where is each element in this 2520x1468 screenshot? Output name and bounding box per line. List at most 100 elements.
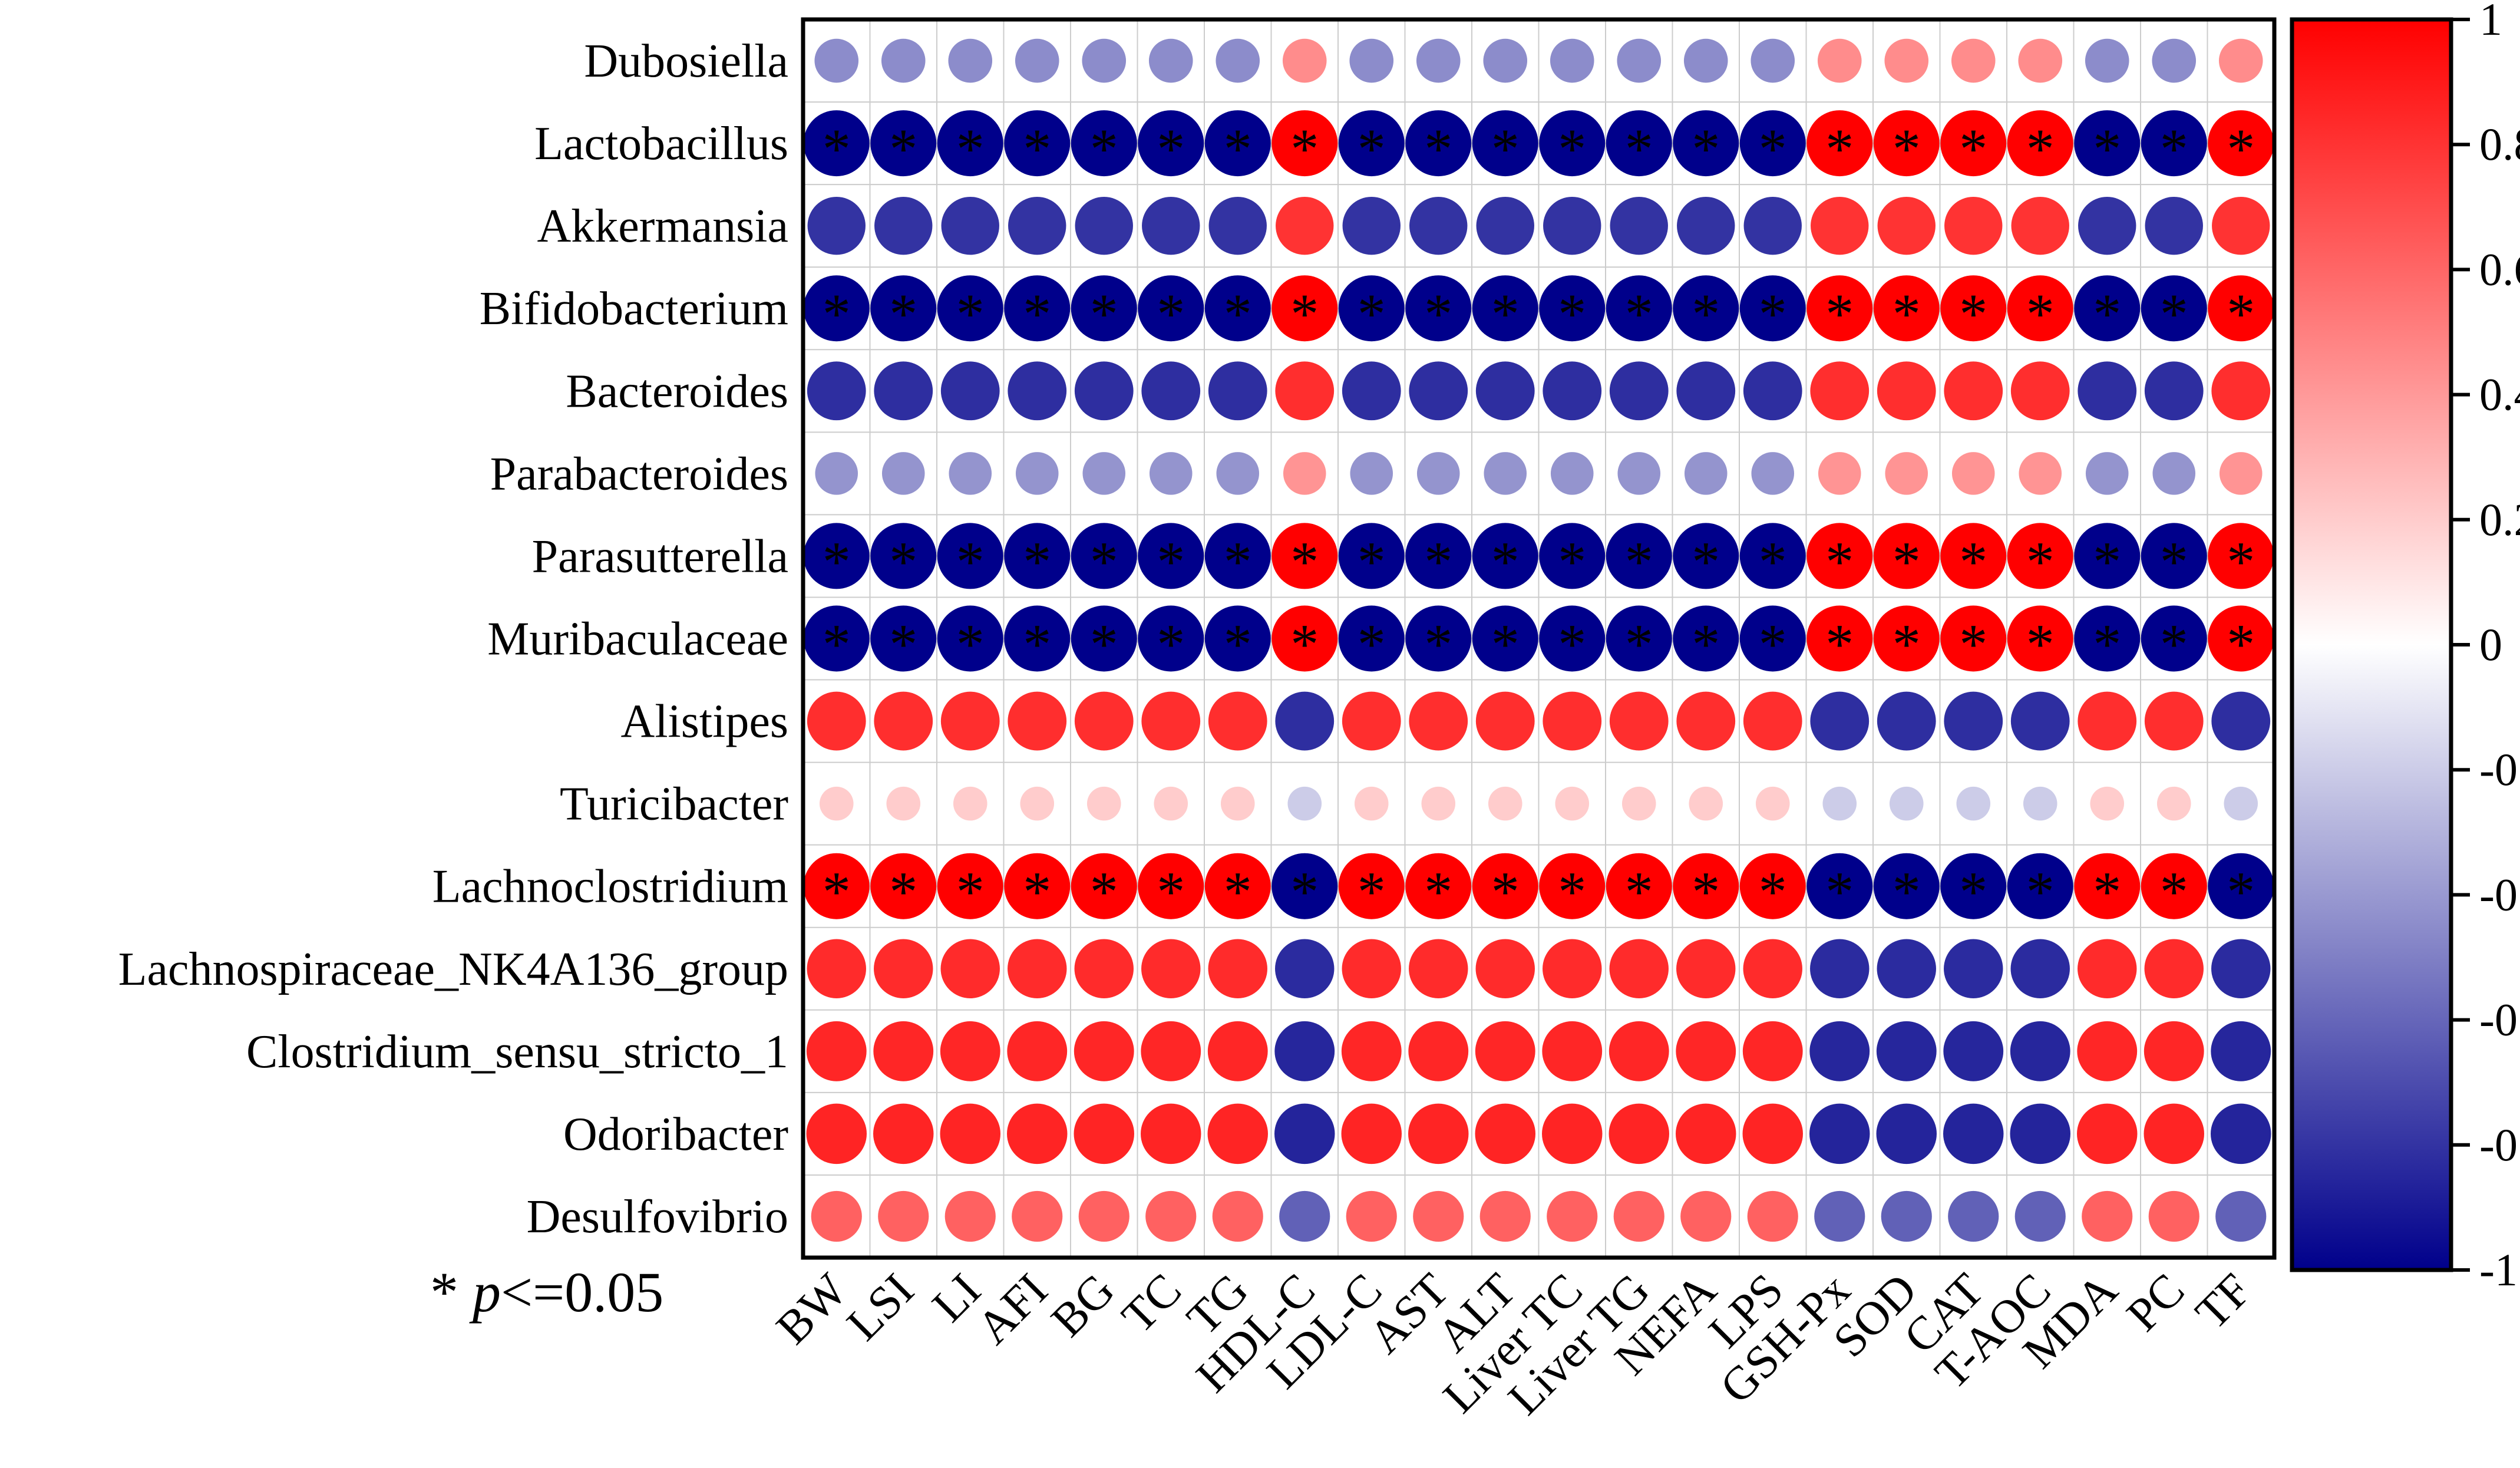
correlation-dot (2141, 110, 2207, 177)
significance-footnote: * p<=0.05 (430, 1261, 663, 1324)
correlation-dot (807, 196, 866, 255)
significance-star: * (1625, 613, 1653, 676)
correlation-dot (2074, 605, 2141, 672)
significance-star: * (1023, 613, 1051, 676)
correlation-dot (1338, 275, 1405, 342)
correlation-dot (1877, 361, 1936, 421)
significance-star: * (1825, 613, 1854, 676)
correlation-dot (874, 361, 933, 421)
significance-star: * (956, 282, 985, 345)
correlation-dot (1207, 1103, 1268, 1164)
correlation-dot (1409, 196, 1468, 255)
row-label: Odoribacter (563, 1109, 788, 1160)
correlation-dot (2010, 1021, 2070, 1081)
correlation-dot (1543, 939, 1602, 998)
column-label: TF (2186, 1264, 2261, 1340)
significance-star: * (1358, 282, 1386, 345)
correlation-dot (1208, 361, 1267, 421)
row-label: Alistipes (621, 696, 788, 748)
correlation-dot (1145, 1190, 1197, 1242)
correlation-dot (1212, 1190, 1263, 1242)
correlation-dot (1204, 275, 1271, 342)
column-label: BG (1042, 1264, 1125, 1347)
correlation-dot (937, 605, 1003, 672)
correlation-dot (1204, 110, 1271, 177)
significance-star: * (2160, 860, 2188, 923)
significance-star: * (1893, 282, 1921, 345)
correlation-dot (1739, 523, 1806, 589)
significance-star: * (1558, 860, 1586, 923)
significance-star: * (1157, 860, 1185, 923)
correlation-dot (1475, 1103, 1535, 1164)
significance-star: * (1558, 282, 1586, 345)
correlation-dot (1204, 853, 1271, 919)
correlation-dot (1943, 1021, 2004, 1081)
correlation-dot (2085, 38, 2129, 83)
correlation-dot (2215, 1190, 2267, 1242)
significance-star: * (1224, 282, 1252, 345)
correlation-dot (1082, 452, 1126, 495)
correlation-dot (1346, 1190, 1397, 1242)
correlation-dot (1141, 1021, 1201, 1081)
significance-star: * (1290, 117, 1319, 180)
correlation-dot (1873, 605, 1940, 672)
significance-star: * (889, 282, 917, 345)
significance-star: * (1358, 860, 1386, 923)
correlation-dot (1810, 939, 1870, 998)
correlation-dot (1350, 452, 1393, 495)
correlation-dot (1149, 452, 1193, 495)
significance-star: * (956, 860, 985, 923)
correlation-dot (1338, 110, 1405, 177)
correlation-dot (1338, 853, 1405, 919)
correlation-dot (1020, 786, 1055, 821)
significance-star: * (2026, 530, 2055, 593)
significance-star: * (823, 117, 851, 180)
significance-star: * (1759, 860, 1787, 923)
correlation-dot (1475, 691, 1535, 751)
correlation-dot (1472, 853, 1538, 919)
correlation-dot (807, 691, 866, 751)
correlation-dot (2208, 523, 2274, 589)
correlation-dot (1951, 452, 1995, 495)
correlation-dot (1279, 1190, 1330, 1242)
correlation-dot (886, 786, 921, 821)
correlation-dot (1809, 1103, 1870, 1164)
correlation-dot (1606, 605, 1672, 672)
significance-star: * (1625, 282, 1653, 345)
correlation-dot (2148, 1190, 2199, 1242)
correlation-dot (2018, 38, 2063, 83)
significance-star: * (1358, 117, 1386, 180)
correlation-dot (1676, 1103, 1736, 1164)
significance-star: * (1424, 117, 1452, 180)
correlation-dot (1944, 196, 2003, 255)
correlation-dot (1873, 853, 1940, 919)
significance-star: * (2026, 613, 2055, 676)
correlation-dot (1806, 523, 1873, 589)
correlation-dot (1008, 691, 1067, 751)
correlation-dot (1873, 275, 1940, 342)
correlation-dot (1220, 786, 1255, 821)
correlation-dot (953, 786, 987, 821)
correlation-dot (1673, 853, 1739, 919)
significance-star: * (1491, 530, 1520, 593)
correlation-dot (1071, 275, 1137, 342)
significance-star: * (1023, 117, 1051, 180)
correlation-dot (1680, 1190, 1732, 1242)
correlation-dot (2078, 939, 2137, 998)
correlation-dot (1543, 196, 1601, 255)
significance-star: * (1157, 282, 1185, 345)
correlation-dot (2208, 275, 2274, 342)
correlation-dot (1271, 523, 1338, 589)
correlation-dot (1542, 1021, 1603, 1081)
correlation-dot (1877, 196, 1936, 255)
correlation-dot (1613, 1190, 1664, 1242)
correlation-dot (1876, 1103, 1937, 1164)
significance-star: * (1825, 530, 1854, 593)
correlation-dot (2007, 523, 2073, 589)
correlation-dot (1141, 361, 1201, 421)
correlation-dot (1488, 786, 1522, 821)
significance-star: * (1893, 530, 1921, 593)
correlation-dot (1208, 691, 1267, 751)
significance-star: * (2026, 282, 2055, 345)
correlation-dot (1271, 275, 1338, 342)
